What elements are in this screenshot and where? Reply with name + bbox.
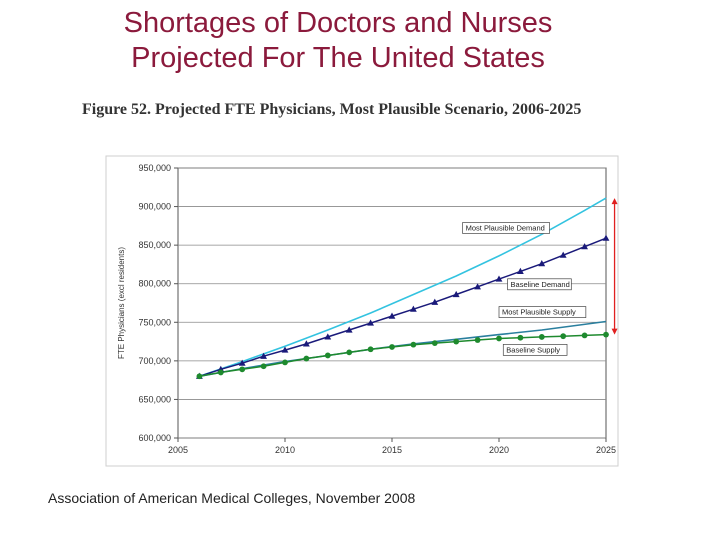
y-tick-label: 850,000	[138, 240, 171, 250]
y-tick-labels: 600,000 650,000 700,000 750,000 800,000 850,0…	[138, 163, 171, 443]
series-markers	[196, 234, 610, 380]
data-point-baseline-supply	[538, 334, 545, 340]
annotation-box-baseline-supply	[502, 344, 568, 356]
x-tick-labels: 2005 2010 2015 2020 2025	[168, 445, 616, 455]
data-point-baseline-supply	[239, 366, 246, 373]
annotations: Most Plausible Demand Baseline Demand Most…	[462, 222, 587, 356]
y-axis-label: FTE Physicians (excl residents)	[117, 247, 126, 359]
y-tick-label: 950,000	[138, 163, 171, 173]
gap-arrow-head-bottom	[611, 328, 618, 335]
data-point-baseline-supply	[474, 337, 481, 343]
data-point-baseline-supply	[389, 344, 395, 350]
slide-title-line1: Shortages of Doctors and Nurses	[123, 7, 553, 39]
data-point-baseline-supply	[410, 341, 417, 348]
data-point-baseline-demand	[559, 251, 567, 258]
annotation-most-plausible-demand: Most Plausible Demand	[466, 223, 545, 232]
annotation-baseline-supply: Baseline Supply	[506, 345, 560, 354]
data-point-baseline-demand	[238, 359, 246, 366]
data-point-baseline-supply	[196, 373, 203, 380]
data-point-baseline-supply	[324, 352, 331, 359]
data-point-baseline-supply	[453, 338, 460, 345]
gap-arrow	[611, 198, 618, 335]
data-point-baseline-demand	[602, 234, 610, 241]
annotation-box-most-plausible-supply	[498, 306, 587, 318]
data-point-baseline-supply	[346, 349, 353, 356]
annotation-box-most-plausible-demand	[462, 222, 550, 234]
data-point-baseline-demand	[538, 260, 546, 267]
y-tick-label: 700,000	[138, 356, 171, 366]
y-tick-label: 750,000	[138, 317, 171, 327]
data-point-baseline-supply	[496, 335, 502, 342]
annotation-baseline-demand: Baseline Demand	[511, 280, 570, 289]
chart: 600,000 650,000 700,000 750,000 800,000 850,0…	[105, 155, 619, 467]
data-point-baseline-demand	[281, 346, 289, 353]
y-tick-label: 800,000	[138, 279, 171, 289]
chart-title: Figure 52. Projected FTE Physicians, Mos…	[82, 101, 582, 118]
source-note: Association of American Medical Colleges…	[48, 490, 416, 506]
x-tick-label: 2025	[596, 445, 616, 455]
data-point-baseline-supply	[603, 331, 609, 338]
data-point-baseline-demand	[410, 305, 417, 312]
data-point-baseline-demand	[474, 283, 481, 290]
x-tick-label: 2020	[489, 445, 509, 455]
x-tick-label: 2015	[382, 445, 402, 455]
data-point-baseline-supply	[260, 363, 267, 370]
data-point-baseline-supply	[431, 340, 438, 347]
data-point-baseline-supply	[282, 359, 288, 366]
data-point-baseline-demand	[260, 352, 267, 359]
data-point-baseline-demand	[324, 333, 332, 340]
data-point-baseline-demand	[367, 319, 374, 326]
data-point-baseline-supply	[217, 369, 224, 376]
series-line-baseline-supply	[199, 333, 607, 378]
data-point-baseline-demand	[303, 340, 310, 347]
slide-title: Shortages of Doctors and Nurses Projecte…	[0, 6, 676, 76]
data-point-baseline-demand	[431, 298, 439, 305]
x-tick-label: 2010	[275, 445, 295, 455]
annotation-most-plausible-supply: Most Plausible Supply	[502, 308, 576, 317]
annotation-box-baseline-demand	[507, 278, 572, 291]
data-point-baseline-demand	[517, 267, 524, 274]
y-tick-label: 600,000	[138, 433, 171, 443]
series-line-most-plausible-demand	[199, 197, 607, 378]
x-tick-label: 2005	[168, 445, 188, 455]
data-point-baseline-demand	[581, 243, 588, 250]
y-tick-label: 900,000	[138, 202, 171, 212]
data-point-baseline-supply	[367, 346, 374, 353]
y-tick-label: 650,000	[138, 394, 171, 404]
slide-title-line2: Projected For The United States	[131, 42, 545, 74]
data-point-baseline-supply	[581, 332, 588, 339]
data-point-baseline-supply	[517, 334, 524, 341]
data-point-baseline-demand	[495, 275, 503, 282]
data-point-baseline-supply	[303, 355, 310, 362]
data-point-baseline-demand	[345, 326, 353, 333]
data-point-baseline-supply	[560, 333, 567, 340]
data-point-baseline-demand	[452, 290, 460, 298]
series-line-baseline-demand	[199, 237, 607, 378]
gap-arrow-head-top	[611, 198, 618, 205]
data-point-baseline-demand	[388, 312, 396, 319]
